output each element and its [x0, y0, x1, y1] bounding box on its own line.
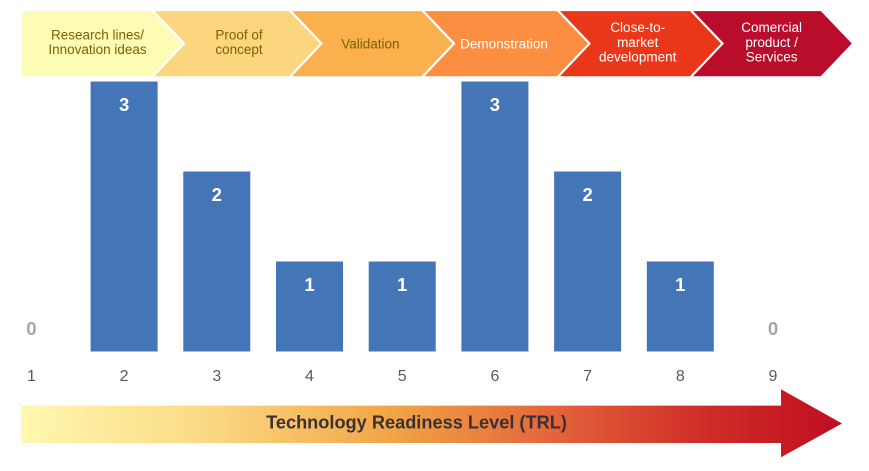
svg-text:Close-to-: Close-to-: [610, 20, 665, 35]
svg-text:0: 0: [26, 318, 36, 339]
svg-text:Demonstration: Demonstration: [460, 36, 548, 51]
svg-text:concept: concept: [215, 42, 263, 57]
svg-text:6: 6: [490, 368, 499, 385]
svg-text:3: 3: [119, 94, 129, 115]
svg-text:Research lines/: Research lines/: [51, 27, 144, 42]
svg-text:3: 3: [212, 368, 221, 385]
svg-text:2: 2: [120, 368, 129, 385]
svg-text:Proof of: Proof of: [215, 27, 263, 42]
svg-text:1: 1: [27, 368, 36, 385]
svg-text:Innovation ideas: Innovation ideas: [48, 42, 147, 57]
svg-text:2: 2: [582, 184, 592, 205]
svg-text:9: 9: [769, 368, 778, 385]
svg-text:1: 1: [675, 274, 685, 295]
svg-text:4: 4: [305, 368, 314, 385]
svg-text:5: 5: [398, 368, 407, 385]
svg-text:Comercial: Comercial: [741, 20, 802, 35]
svg-text:Services: Services: [746, 50, 798, 65]
svg-text:7: 7: [583, 368, 592, 385]
svg-text:development: development: [599, 50, 677, 65]
svg-text:product /: product /: [745, 35, 798, 50]
svg-text:1: 1: [304, 274, 314, 295]
svg-text:8: 8: [676, 368, 685, 385]
svg-text:market: market: [617, 35, 659, 50]
svg-text:Validation: Validation: [341, 36, 399, 51]
svg-text:2: 2: [212, 184, 222, 205]
svg-text:0: 0: [768, 318, 778, 339]
svg-text:3: 3: [490, 94, 500, 115]
svg-text:1: 1: [397, 274, 407, 295]
svg-text:Technology Readiness Level (: Technology Readiness Level (TRL): [266, 413, 567, 433]
